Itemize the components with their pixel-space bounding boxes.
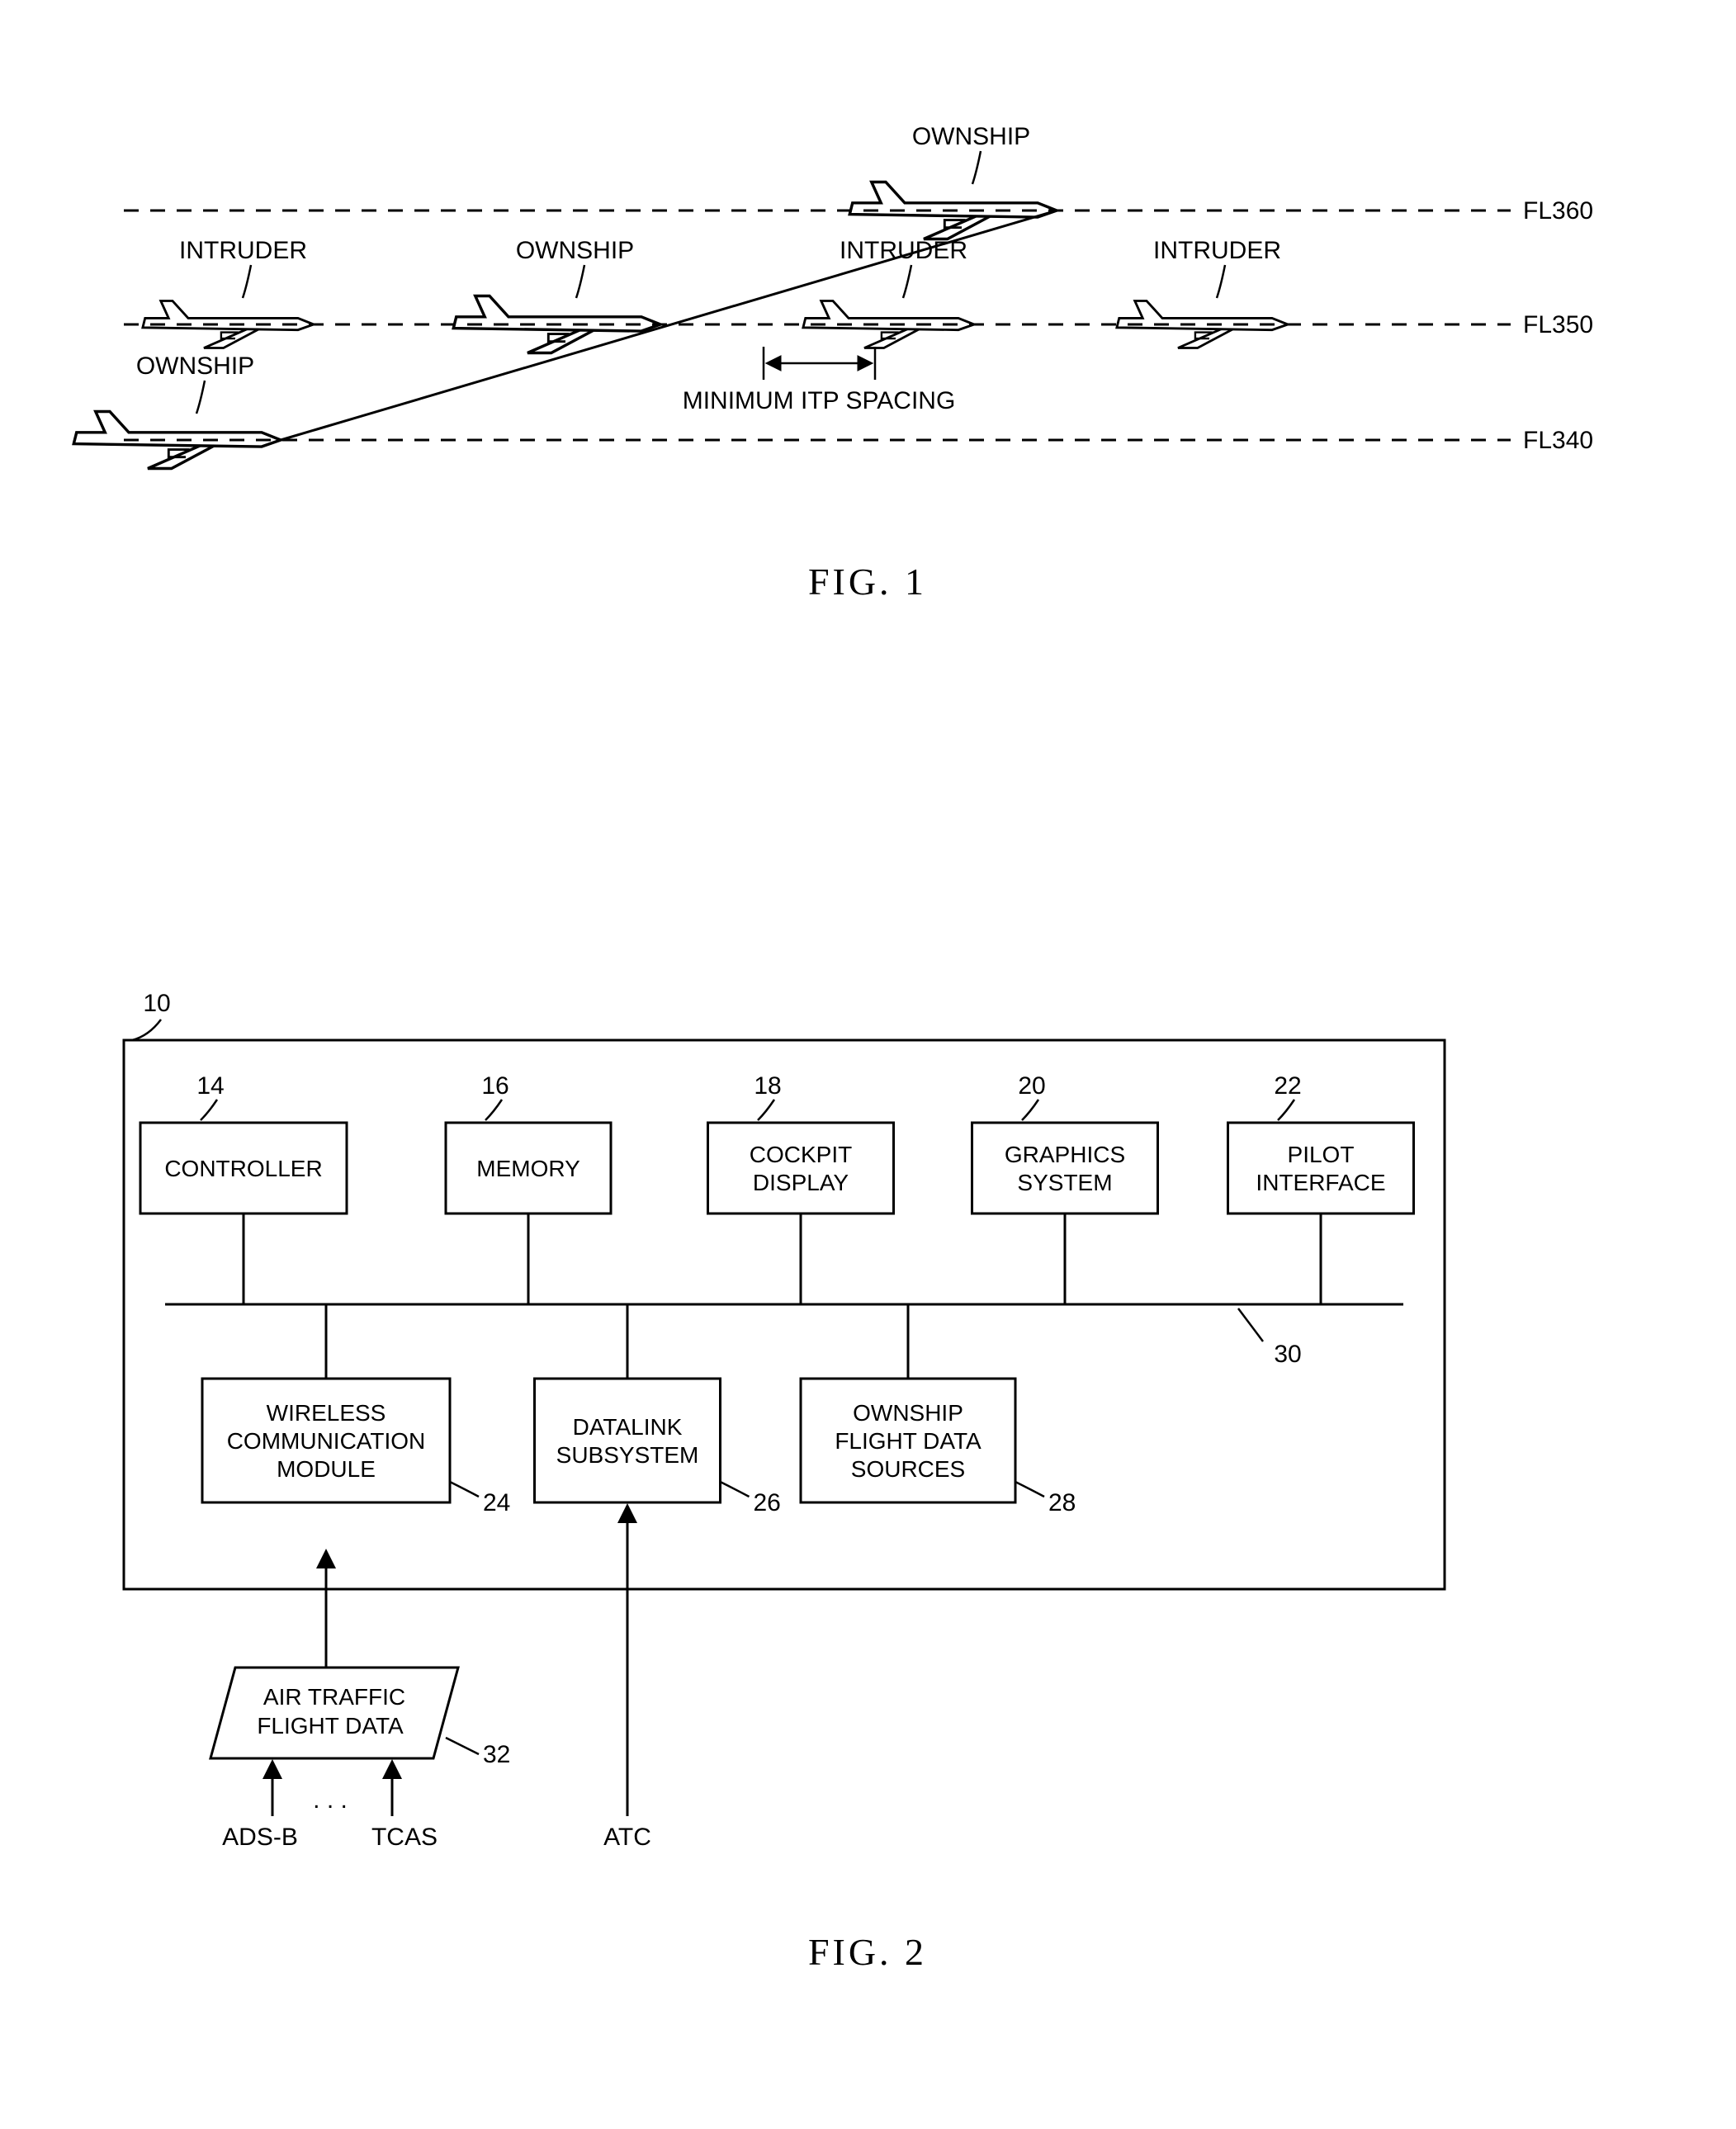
module-box [708, 1123, 894, 1214]
ref-number: 24 [483, 1489, 510, 1516]
itp-spacing-dim: MINIMUM ITP SPACING [683, 347, 956, 414]
flight-level-label: FL340 [1523, 427, 1593, 454]
module-label: CONTROLLER [164, 1156, 322, 1181]
figure-1: FL360 FL350 FL340 OWNSHIP INTRUDER OWNSHIP IN… [73, 123, 1593, 603]
module-label: MODULE [277, 1456, 376, 1482]
module-box [1228, 1123, 1414, 1214]
module-label: COCKPIT [750, 1142, 852, 1167]
input-dots: . . . [313, 1786, 348, 1814]
flight-level-label: FL350 [1523, 311, 1593, 338]
module-label: MEMORY [476, 1156, 580, 1181]
aircraft-leader [196, 381, 205, 414]
ref-10: 10 [143, 990, 170, 1017]
aircraft-label: OWNSHIP [136, 352, 254, 380]
aircraft-leader [972, 151, 981, 184]
ref-number: 18 [754, 1072, 781, 1100]
ref-number: 20 [1018, 1072, 1045, 1100]
module-label: WIRELESS [267, 1400, 386, 1426]
module-label: OWNSHIP [853, 1400, 963, 1426]
module-label: SOURCES [851, 1456, 965, 1482]
aircraft-leader [903, 265, 911, 298]
aircraft-label: INTRUDER [179, 237, 307, 264]
module-label: PILOT [1288, 1142, 1355, 1167]
aircraft-label: OWNSHIP [516, 237, 634, 264]
top-boxes: CONTROLLER 14 MEMORY 16 COCKPIT DISPLAY 18 GRAP… [140, 1072, 1414, 1304]
itp-spacing-label: MINIMUM ITP SPACING [683, 387, 956, 414]
module-label: INTERFACE [1256, 1170, 1385, 1195]
fig1-caption: FIG. 1 [808, 561, 927, 603]
aircraft-leader [576, 265, 584, 298]
aircraft-label: INTRUDER [840, 237, 967, 264]
air-traffic-data-block: AIR TRAFFIC FLIGHT DATA 32 [210, 1552, 510, 1768]
module-box [535, 1379, 721, 1502]
aircraft-group: OWNSHIP INTRUDER OWNSHIP INTRUDER INTRUDER OW… [73, 123, 1288, 469]
module-label: COMMUNICATION [227, 1428, 426, 1454]
ref-30: 30 [1274, 1341, 1301, 1368]
atc-input: ATC [603, 1507, 651, 1851]
figures-svg: FL360 FL350 FL340 OWNSHIP INTRUDER OWNSHIP IN… [0, 0, 1736, 2129]
module-label: SUBSYSTEM [556, 1442, 699, 1468]
ref-number: 16 [481, 1072, 509, 1100]
aircraft-leader [1217, 265, 1225, 298]
flight-level-label: FL360 [1523, 197, 1593, 225]
flight-levels: FL360 FL350 FL340 [124, 197, 1593, 454]
ref-32: 32 [483, 1741, 510, 1768]
module-label: SYSTEM [1017, 1170, 1112, 1195]
atc-label: ATC [603, 1824, 651, 1851]
bottom-boxes: WIRELESSCOMMUNICATIONMODULE 24 DATALINKSUB… [202, 1304, 1076, 1516]
adsb-label: ADS-B [222, 1824, 298, 1851]
para-line-1: AIR TRAFFIC [263, 1684, 405, 1710]
module-box [972, 1123, 1158, 1214]
inputs-group: ADS-B . . . TCAS [222, 1762, 438, 1851]
module-label: DATALINK [573, 1414, 683, 1440]
module-label: GRAPHICS [1005, 1142, 1125, 1167]
para-line-2: FLIGHT DATA [257, 1713, 404, 1739]
aircraft-leader [243, 265, 251, 298]
figure-2: 10 30 CONTROLLER 14 MEMORY 16 COCKPIT DISPLAY… [124, 990, 1445, 1973]
ref-number: 22 [1274, 1072, 1301, 1100]
tcas-label: TCAS [371, 1824, 438, 1851]
module-label: FLIGHT DATA [835, 1428, 982, 1454]
module-label: DISPLAY [753, 1170, 849, 1195]
aircraft-label: INTRUDER [1153, 237, 1281, 264]
ref-number: 28 [1048, 1489, 1076, 1516]
aircraft-label: OWNSHIP [912, 123, 1030, 150]
ref-number: 26 [754, 1489, 781, 1516]
fig2-caption: FIG. 2 [808, 1931, 927, 1973]
ref-number: 14 [196, 1072, 224, 1100]
